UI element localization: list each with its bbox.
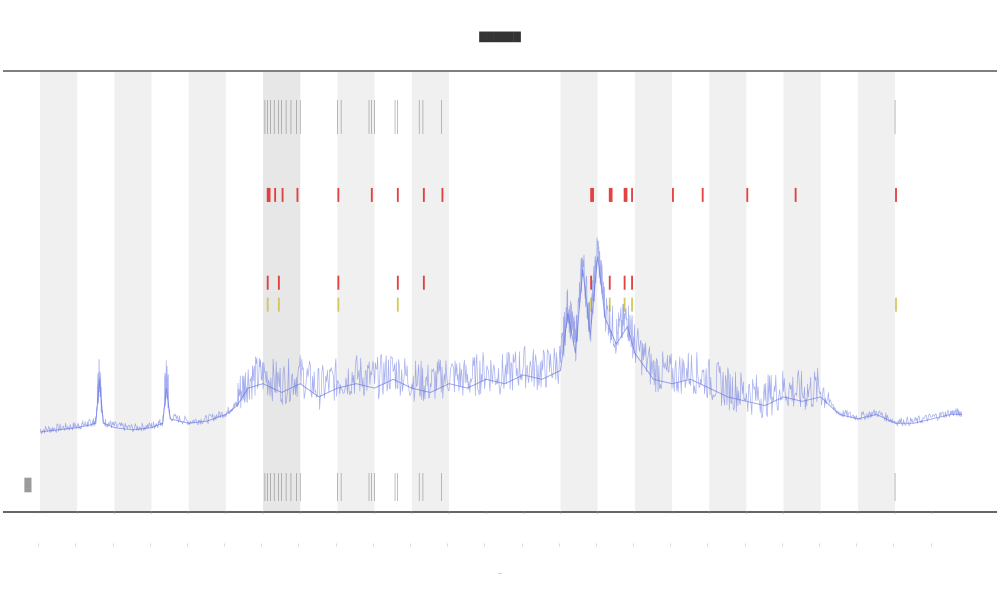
threshold-mark [277,275,280,290]
threshold-mark [422,187,425,202]
threshold-mark [441,187,444,202]
threshold-mark [746,187,749,202]
x-tick-label: — [222,543,228,547]
threshold-mark [701,187,704,202]
x-tick-label: — [371,543,377,547]
x-tick-label: — [148,543,154,547]
threshold-mark [631,187,633,202]
threshold-mark [590,297,593,312]
threshold-mark [337,297,340,312]
shaded-band [634,72,673,511]
threshold-mark [608,187,613,202]
threshold-mark [281,187,284,202]
highlight-band [263,72,301,511]
x-tick-label: — [780,543,786,547]
shaded-band [188,72,226,511]
x-ticks: — — — — — — — — — — — — — — — — — — — — — — — — — [36,511,934,547]
threshold-mark [631,297,633,312]
x-tick-label: — [110,543,116,547]
shaded-band [114,72,152,511]
shaded-band [337,72,375,511]
x-tick-label: — [631,543,637,547]
x-tick-label: — [185,543,191,547]
threshold-mark [370,187,373,202]
threshold-mark [672,187,674,202]
rug-marks [264,100,896,501]
threshold-mark [631,275,633,290]
threshold-mark [608,275,611,290]
threshold-mark [623,187,628,202]
threshold-mark [590,275,593,290]
threshold-mark [623,297,626,312]
highlight-region [263,72,301,511]
x-tick-label: — [333,543,339,547]
x-tick-label: — [556,543,562,547]
threshold-mark [266,275,269,290]
shaded-band [40,72,78,511]
chart-title: ██████ [478,31,522,43]
x-tick-label: — [408,543,414,547]
x-tick-label: — [259,543,265,547]
threshold-mark [274,187,277,202]
x-tick-label: — [296,543,302,547]
threshold-mark [296,187,299,202]
threshold-mark [794,187,797,202]
threshold-marks [266,187,897,312]
series-lines [39,237,962,435]
x-tick-label: — [594,543,600,547]
threshold-mark [396,275,399,290]
threshold-mark [895,187,897,202]
shaded-bands [40,72,896,511]
x-tick-label: — [519,543,525,547]
x-tick-label: — [928,543,934,547]
threshold-mark [266,297,269,312]
x-tick-label: — [705,543,711,547]
series-line [39,237,962,435]
series-trend [39,256,962,433]
shaded-band [709,72,747,511]
shaded-band [783,72,821,511]
threshold-mark [608,297,611,312]
threshold-mark [422,275,425,290]
shaded-band [411,72,449,511]
x-axis-label: — [498,570,502,577]
x-tick-label: — [891,543,897,547]
threshold-mark [337,187,340,202]
threshold-mark [396,297,399,312]
x-tick-label: — [445,543,451,547]
x-tick-label: — [742,543,748,547]
threshold-mark [895,297,897,312]
legend-text: ████ [24,477,32,493]
x-tick-label: — [73,543,79,547]
x-tick-label: — [854,543,860,547]
threshold-mark [623,275,626,290]
shaded-band [857,72,896,511]
x-tick-label: — [817,543,823,547]
threshold-mark [337,275,340,290]
threshold-mark [277,297,280,312]
x-tick-label: — [668,543,674,547]
threshold-mark [396,187,399,202]
threshold-mark [590,187,594,202]
x-tick-label: — [482,543,488,547]
threshold-mark [266,187,271,202]
x-tick-label: — [36,543,42,547]
